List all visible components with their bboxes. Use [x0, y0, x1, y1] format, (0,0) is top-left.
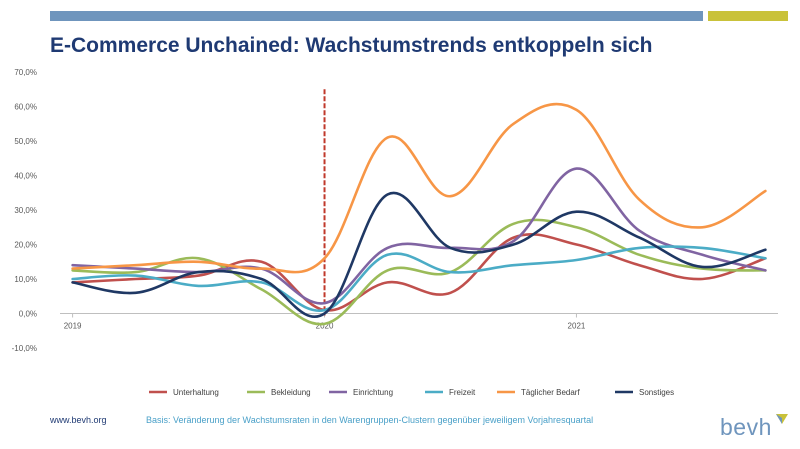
logo-mark-icon [776, 414, 788, 424]
top-accent-bar-blue [50, 11, 703, 21]
y-tick-label-5: 40,0% [14, 172, 37, 181]
top-accent-bar-yellow [708, 11, 788, 21]
bevh-logo: bevh [720, 414, 772, 440]
legend-label-täglicher-bedarf: Täglicher Bedarf [521, 388, 580, 397]
y-tick-label-7: 60,0% [14, 103, 37, 112]
y-tick-label-4: 30,0% [14, 206, 37, 215]
footer-note: Basis: Veränderung der Wachstumsraten in… [146, 415, 594, 425]
legend-label-sonstiges: Sonstiges [639, 388, 674, 397]
page-title: E-Commerce Unchained: Wachstumstrends en… [50, 34, 653, 57]
x-tick-label-1: 2020 [316, 322, 334, 331]
y-tick-label-2: 10,0% [14, 275, 37, 284]
footer-url-link[interactable]: www.bevh.org [50, 415, 107, 425]
series-line-unterhaltung [71, 233, 767, 312]
x-tick-label-2: 2021 [568, 322, 586, 331]
y-tick-label-6: 50,0% [14, 137, 37, 146]
x-tick-label-0: 2019 [64, 322, 82, 331]
series-line-sonstiges [71, 191, 767, 318]
legend-label-bekleidung: Bekleidung [271, 388, 311, 397]
series-line-täglicher-bedarf [71, 102, 767, 274]
y-tick-label-0: -10,0% [12, 344, 37, 353]
y-tick-label-8: 70,0% [14, 68, 37, 77]
y-tick-label-1: 0,0% [19, 310, 37, 319]
legend-label-unterhaltung: Unterhaltung [173, 388, 219, 397]
series-line-freizeit [71, 245, 767, 312]
series-line-bekleidung [71, 218, 767, 326]
legend-label-einrichtung: Einrichtung [353, 388, 393, 397]
legend-label-freizeit: Freizeit [449, 388, 476, 397]
y-tick-label-3: 20,0% [14, 241, 37, 250]
